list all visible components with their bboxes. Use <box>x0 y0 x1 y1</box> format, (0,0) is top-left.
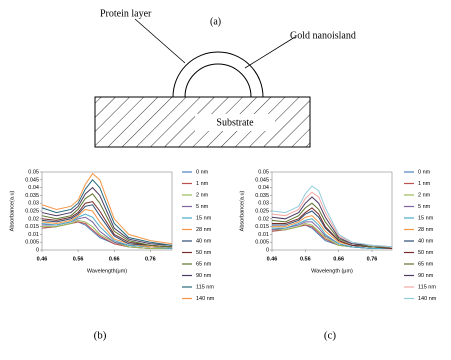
legend-label: 28 nm <box>196 227 212 233</box>
y-tick-label: 0.05 <box>258 169 269 175</box>
legend-label: 115 nm <box>196 284 214 290</box>
y-tick-label: 0.05 <box>28 169 39 175</box>
x-tick-label: 0.46 <box>267 256 278 262</box>
legend-label: 1 nm <box>418 181 431 187</box>
series-line <box>41 204 173 248</box>
legend-label: 5 nm <box>418 204 431 210</box>
y-tick-label: 0.005 <box>25 240 39 246</box>
caption: (c) <box>324 330 337 342</box>
y-axis-label: Absorbance(a.u) <box>9 191 15 232</box>
substrate-label-bg <box>195 114 275 131</box>
series-line <box>41 186 173 246</box>
legend-label: 2 nm <box>196 192 209 198</box>
series-line <box>41 213 173 249</box>
x-tick-label: 0.66 <box>333 256 344 262</box>
legend-label: 0 nm <box>196 169 209 175</box>
y-tick-label: 0.03 <box>28 201 39 207</box>
y-tick-label: 0.015 <box>255 224 269 230</box>
y-tick-label: 0.02 <box>28 216 39 222</box>
y-tick-label: 0.045 <box>25 177 39 183</box>
y-tick-label: 0.025 <box>25 208 39 214</box>
series-line <box>41 172 173 245</box>
series-line <box>41 179 173 246</box>
legend-label: 115 nm <box>418 284 436 290</box>
legend-label: 15 nm <box>418 215 434 221</box>
y-tick-label: 0.035 <box>25 193 39 199</box>
legend-label: 50 nm <box>418 250 434 256</box>
y-tick-label: 0.025 <box>255 208 269 214</box>
x-axis-label: Wavelength (μm) <box>311 268 353 274</box>
plot-frame <box>271 171 393 251</box>
x-tick-label: 0.66 <box>109 256 120 262</box>
label: Protein layer <box>100 8 152 19</box>
y-tick-label: 0.045 <box>255 177 269 183</box>
series-line <box>41 193 173 248</box>
series-line <box>41 208 172 248</box>
y-tick-label: 0.005 <box>255 240 269 246</box>
series-line <box>272 207 393 249</box>
y-tick-label: 0.04 <box>258 185 269 191</box>
legend-label: 0 nm <box>418 169 431 175</box>
legend-label: 140 nm <box>418 296 437 302</box>
x-tick-label: 0.46 <box>37 256 48 262</box>
label: Gold nanoisland <box>290 30 356 41</box>
x-tick-label: 0.76 <box>145 256 156 262</box>
series-line <box>42 219 172 249</box>
series-line <box>271 185 393 248</box>
legend-label: 90 nm <box>196 273 212 279</box>
gold-nanoisland <box>184 63 252 98</box>
legend-label: 28 nm <box>418 227 434 233</box>
series-line <box>272 218 392 249</box>
pointer <box>134 18 186 64</box>
legend-label: 65 nm <box>196 261 212 267</box>
y-tick-label: 0.01 <box>258 232 269 238</box>
legend-label: 65 nm <box>418 261 434 267</box>
series-line <box>271 196 393 248</box>
y-tick-label: 0.015 <box>25 224 39 230</box>
legend-label: 2 nm <box>418 192 431 198</box>
series-line <box>271 221 392 249</box>
y-axis-label: Absorbance(a.u) <box>239 191 245 232</box>
legend-label: 15 nm <box>196 215 212 221</box>
legend-label: 90 nm <box>418 273 434 279</box>
legend-label: 40 nm <box>418 238 434 244</box>
legend-label: 1 nm <box>196 181 209 187</box>
y-tick-label: 0 <box>266 247 269 253</box>
caption: (b) <box>94 330 107 342</box>
x-tick-label: 0.76 <box>367 256 378 262</box>
legend-label: 50 nm <box>196 250 212 256</box>
legend-label: 140 nm <box>196 296 215 302</box>
label: Substrate <box>216 117 254 128</box>
x-tick-label: 0.56 <box>73 256 84 262</box>
series-line <box>41 201 173 248</box>
y-tick-label: 0 <box>36 247 39 253</box>
x-axis-label: Wavelength(μm) <box>87 268 127 274</box>
y-tick-label: 0.04 <box>28 185 39 191</box>
y-tick-label: 0.03 <box>258 201 269 207</box>
label: (a) <box>210 16 221 27</box>
x-tick-label: 0.56 <box>300 256 311 262</box>
y-tick-label: 0.035 <box>255 193 269 199</box>
legend-label: 40 nm <box>196 238 212 244</box>
pointer <box>244 36 296 69</box>
legend-label: 5 nm <box>196 204 209 210</box>
series-line <box>271 202 392 248</box>
y-tick-label: 0.01 <box>28 232 39 238</box>
y-tick-label: 0.02 <box>258 216 269 222</box>
